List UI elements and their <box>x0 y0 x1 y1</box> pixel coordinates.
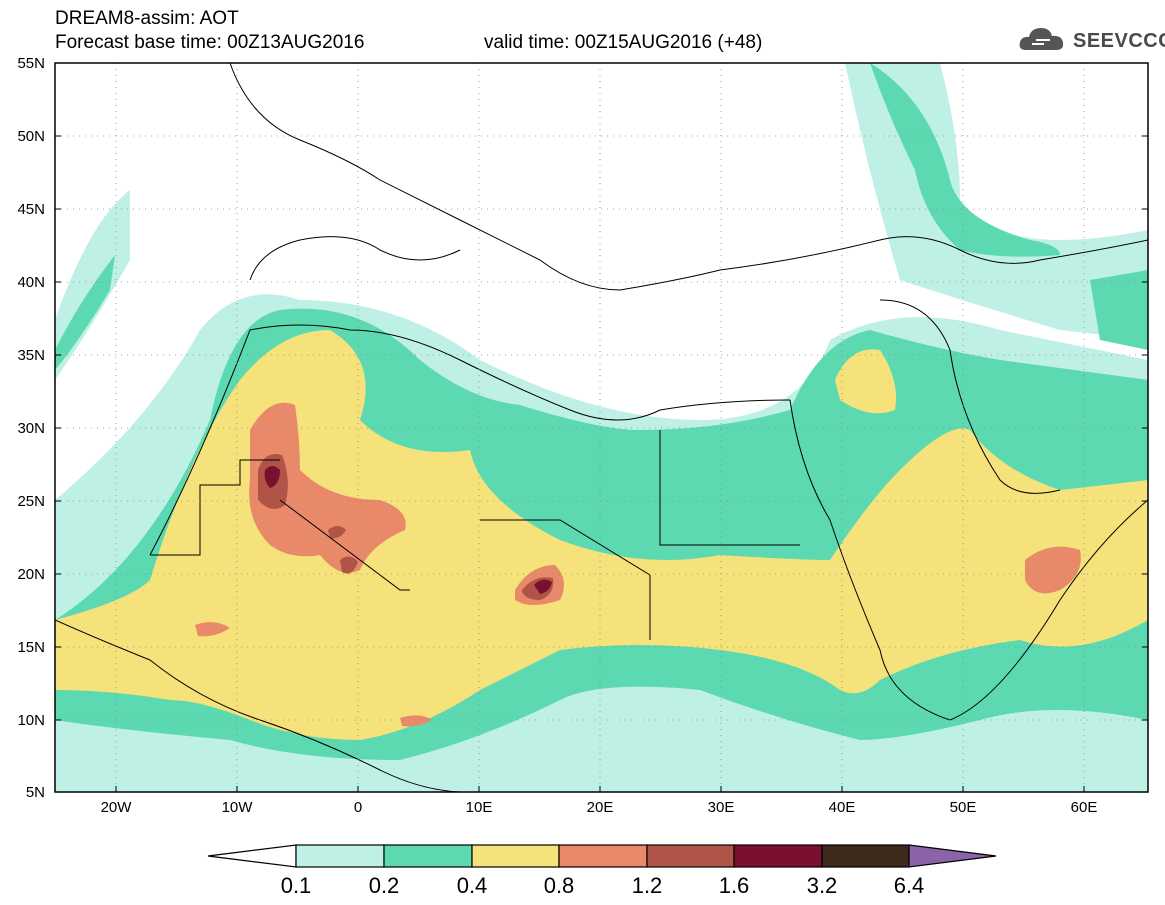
colorbar-swatch <box>733 844 823 868</box>
aot-field <box>55 63 1148 792</box>
cloud-logo-icon <box>1018 22 1158 56</box>
colorbar-high-arrow <box>908 844 997 868</box>
map-title: DREAM8-assim: AOT <box>55 8 239 29</box>
valid-time: valid time: 00Z15AUG2016 (+48) <box>484 32 763 53</box>
lat-label: 30N <box>17 420 45 437</box>
tick-marks <box>55 62 1148 792</box>
colorbar: 0.1 0.2 0.4 0.8 1.2 1.6 3.2 6.4 <box>207 844 997 898</box>
colorbar-label: 0.2 <box>369 873 400 898</box>
grid-lines <box>55 63 1148 792</box>
lat-label: 25N <box>17 493 45 510</box>
aot-contour-1.6 <box>264 466 552 594</box>
colorbar-label: 0.4 <box>457 873 488 898</box>
colorbar-swatch <box>821 844 910 868</box>
colorbar-label: 6.4 <box>894 873 925 898</box>
lat-label: 55N <box>17 55 45 72</box>
lon-label: 10E <box>466 799 493 816</box>
colorbar-label: 0.8 <box>544 873 575 898</box>
latitude-labels: 55N 50N 45N 40N 35N 30N 25N 20N 15N 10N … <box>17 55 45 801</box>
colorbar-label: 3.2 <box>807 873 838 898</box>
colorbar-swatch <box>558 844 648 868</box>
lon-label: 60E <box>1071 799 1098 816</box>
colorbar-label: 0.1 <box>281 873 312 898</box>
longitude-labels: 20W 10W 0 10E 20E 30E 40E 50E 60E <box>101 799 1098 816</box>
lat-label: 40N <box>17 274 45 291</box>
colorbar-swatch <box>646 844 735 868</box>
colorbar-label: 1.6 <box>719 873 750 898</box>
lon-label: 50E <box>950 799 977 816</box>
colorbar-swatch <box>383 844 473 868</box>
lat-label: 5N <box>26 784 45 801</box>
aot-contour-0.8 <box>195 402 1081 727</box>
lon-label: 30E <box>708 799 735 816</box>
colorbar-label: 1.2 <box>632 873 663 898</box>
lon-label: 20E <box>587 799 614 816</box>
lon-label: 10W <box>222 799 254 816</box>
forecast-base-time: Forecast base time: 00Z13AUG2016 <box>55 32 365 53</box>
coastlines <box>55 63 1148 792</box>
lat-label: 45N <box>17 201 45 218</box>
lat-label: 50N <box>17 128 45 145</box>
lat-label: 35N <box>17 347 45 364</box>
colorbar-swatch <box>471 844 560 868</box>
colorbar-low-arrow <box>207 844 297 868</box>
logo-text: SEEVCCC <box>1073 30 1165 52</box>
lon-label: 0 <box>354 799 362 816</box>
colorbar-swatch <box>295 844 385 868</box>
lat-label: 10N <box>17 712 45 729</box>
lat-label: 20N <box>17 566 45 583</box>
lat-label: 15N <box>17 639 45 656</box>
lon-label: 40E <box>829 799 856 816</box>
lon-label: 20W <box>101 799 133 816</box>
